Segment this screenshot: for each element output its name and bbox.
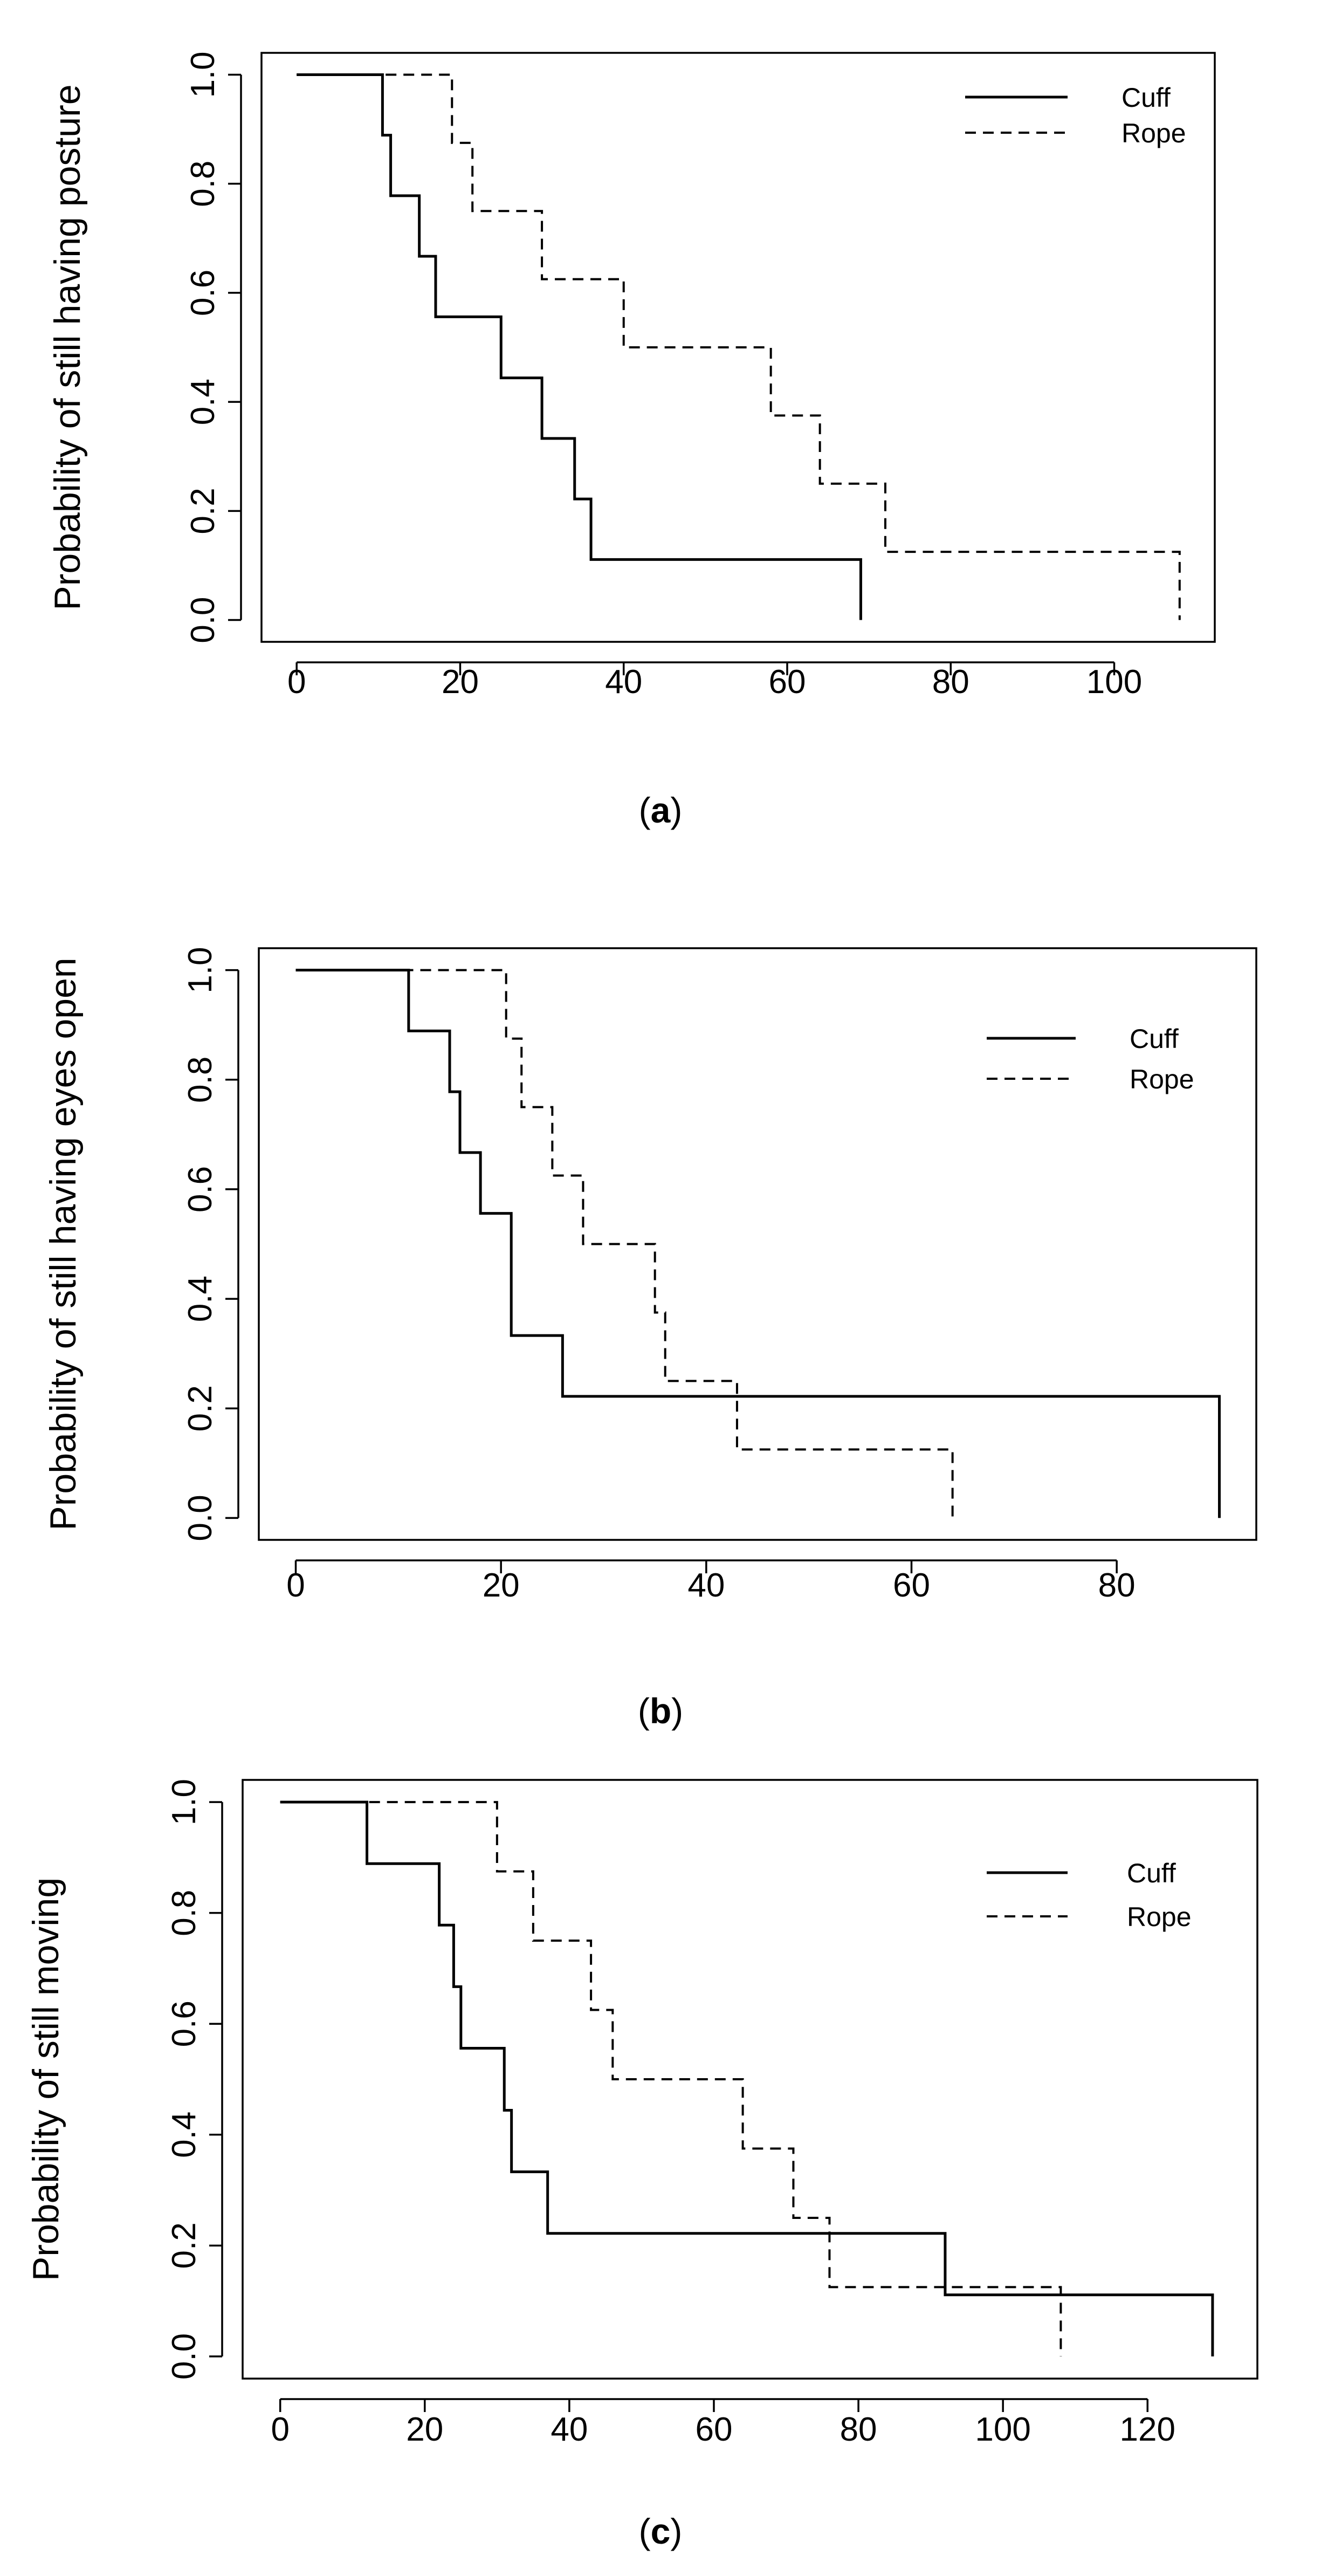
x-tick-label: 20 (483, 1567, 520, 1604)
caption-close-paren: ) (670, 790, 682, 830)
x-axis: 0 20 40 60 80 (286, 1559, 1136, 1604)
plot-frame (258, 947, 1257, 1541)
series-rope-line (295, 969, 954, 1518)
plot-frame (260, 52, 1216, 643)
x-tick-label: 80 (840, 2411, 877, 2448)
y-tick-label: 1.0 (182, 947, 219, 994)
caption-letter: b (650, 1691, 671, 1731)
y-tick-label: 0.6 (182, 1166, 219, 1212)
series-cuff-line (280, 1800, 1214, 2356)
chart-panel-c: 0 20 40 60 80 100 120 0.0 0.2 0.4 0.6 0.8 1.0 Probabi… (25, 1779, 1258, 2551)
y-tick-label: 1.0 (166, 1779, 203, 1825)
y-tick-label: 0.8 (182, 1057, 219, 1103)
legend-label-cuff: Cuff (1130, 1024, 1179, 1054)
caption-open-paren: ( (638, 1691, 650, 1731)
x-tick-label: 100 (975, 2411, 1030, 2448)
legend-label-cuff: Cuff (1127, 1858, 1176, 1888)
series-rope-line (280, 1801, 1062, 2356)
legend-label-rope: Rope (1127, 1902, 1192, 1932)
series-cuff-line (295, 969, 1221, 1518)
series-rope-line (297, 73, 1181, 620)
x-tick-label: 40 (687, 1567, 725, 1604)
panel-caption: (a) (639, 790, 683, 830)
y-tick-label: 0.2 (182, 1385, 219, 1431)
caption-close-paren: ) (671, 1691, 683, 1731)
x-tick-label: 0 (286, 1567, 305, 1604)
y-tick-label: 0.0 (184, 597, 222, 643)
legend: Cuff Rope (987, 1024, 1194, 1094)
y-tick-label: 0.0 (166, 2333, 203, 2380)
y-axis: 0.0 0.2 0.4 0.6 0.8 1.0 (182, 947, 239, 1541)
y-tick-label: 0.0 (182, 1495, 219, 1541)
legend-label-rope: Rope (1122, 118, 1186, 148)
x-tick-label: 120 (1120, 2411, 1175, 2448)
y-tick-label: 0.4 (182, 1276, 219, 1322)
legend-label-rope: Rope (1130, 1064, 1194, 1094)
y-tick-label: 1.0 (184, 51, 222, 98)
x-tick-label: 40 (551, 2411, 588, 2448)
caption-open-paren: ( (639, 790, 651, 830)
panel-caption: (c) (639, 2511, 683, 2551)
x-tick-label: 60 (768, 663, 806, 701)
x-axis: 0 20 40 60 80 100 120 (271, 2398, 1175, 2448)
y-tick-label: 0.4 (166, 2112, 203, 2158)
y-axis-title: Probability of still moving (25, 1878, 66, 2281)
y-tick-label: 0.2 (166, 2222, 203, 2269)
x-tick-label: 60 (695, 2411, 732, 2448)
x-axis: 0 20 40 60 80 100 (287, 661, 1142, 701)
x-tick-label: 20 (442, 663, 479, 701)
x-tick-label: 80 (1098, 1567, 1136, 1604)
caption-close-paren: ) (670, 2511, 682, 2551)
y-axis: 0.0 0.2 0.4 0.6 0.8 1.0 (184, 51, 242, 643)
panel-caption: (b) (638, 1691, 683, 1731)
caption-letter: c (651, 2511, 671, 2551)
legend-label-cuff: Cuff (1122, 83, 1171, 113)
y-axis-title: Probability of still having eyes open (43, 957, 84, 1530)
y-tick-label: 0.6 (166, 2000, 203, 2047)
x-tick-label: 0 (271, 2411, 289, 2448)
y-axis-title: Probability of still having posture (47, 84, 88, 610)
caption-open-paren: ( (639, 2511, 651, 2551)
x-tick-label: 60 (893, 1567, 930, 1604)
x-tick-label: 40 (605, 663, 642, 701)
x-tick-label: 0 (287, 663, 306, 701)
chart-panel-b: 0 20 40 60 80 0.0 0.2 0.4 0.6 0.8 1.0 Probability o… (43, 947, 1257, 1731)
legend: Cuff Rope (965, 83, 1186, 148)
y-tick-label: 0.2 (184, 488, 222, 534)
y-tick-label: 0.4 (184, 379, 222, 425)
y-tick-label: 0.8 (184, 161, 222, 207)
caption-letter: a (651, 790, 671, 830)
series-cuff-line (297, 73, 862, 620)
legend: Cuff Rope (987, 1858, 1192, 1932)
x-tick-label: 100 (1086, 663, 1142, 701)
y-axis: 0.0 0.2 0.4 0.6 0.8 1.0 (166, 1779, 223, 2380)
y-tick-label: 0.8 (166, 1890, 203, 1936)
x-tick-label: 20 (406, 2411, 443, 2448)
plot-frame (242, 1779, 1258, 2380)
y-tick-label: 0.6 (184, 270, 222, 316)
chart-panel-a: 0 20 40 60 80 100 0.0 0.2 0.4 0.6 0.8 1.0 Probabilit… (47, 51, 1216, 830)
x-tick-label: 80 (932, 663, 969, 701)
